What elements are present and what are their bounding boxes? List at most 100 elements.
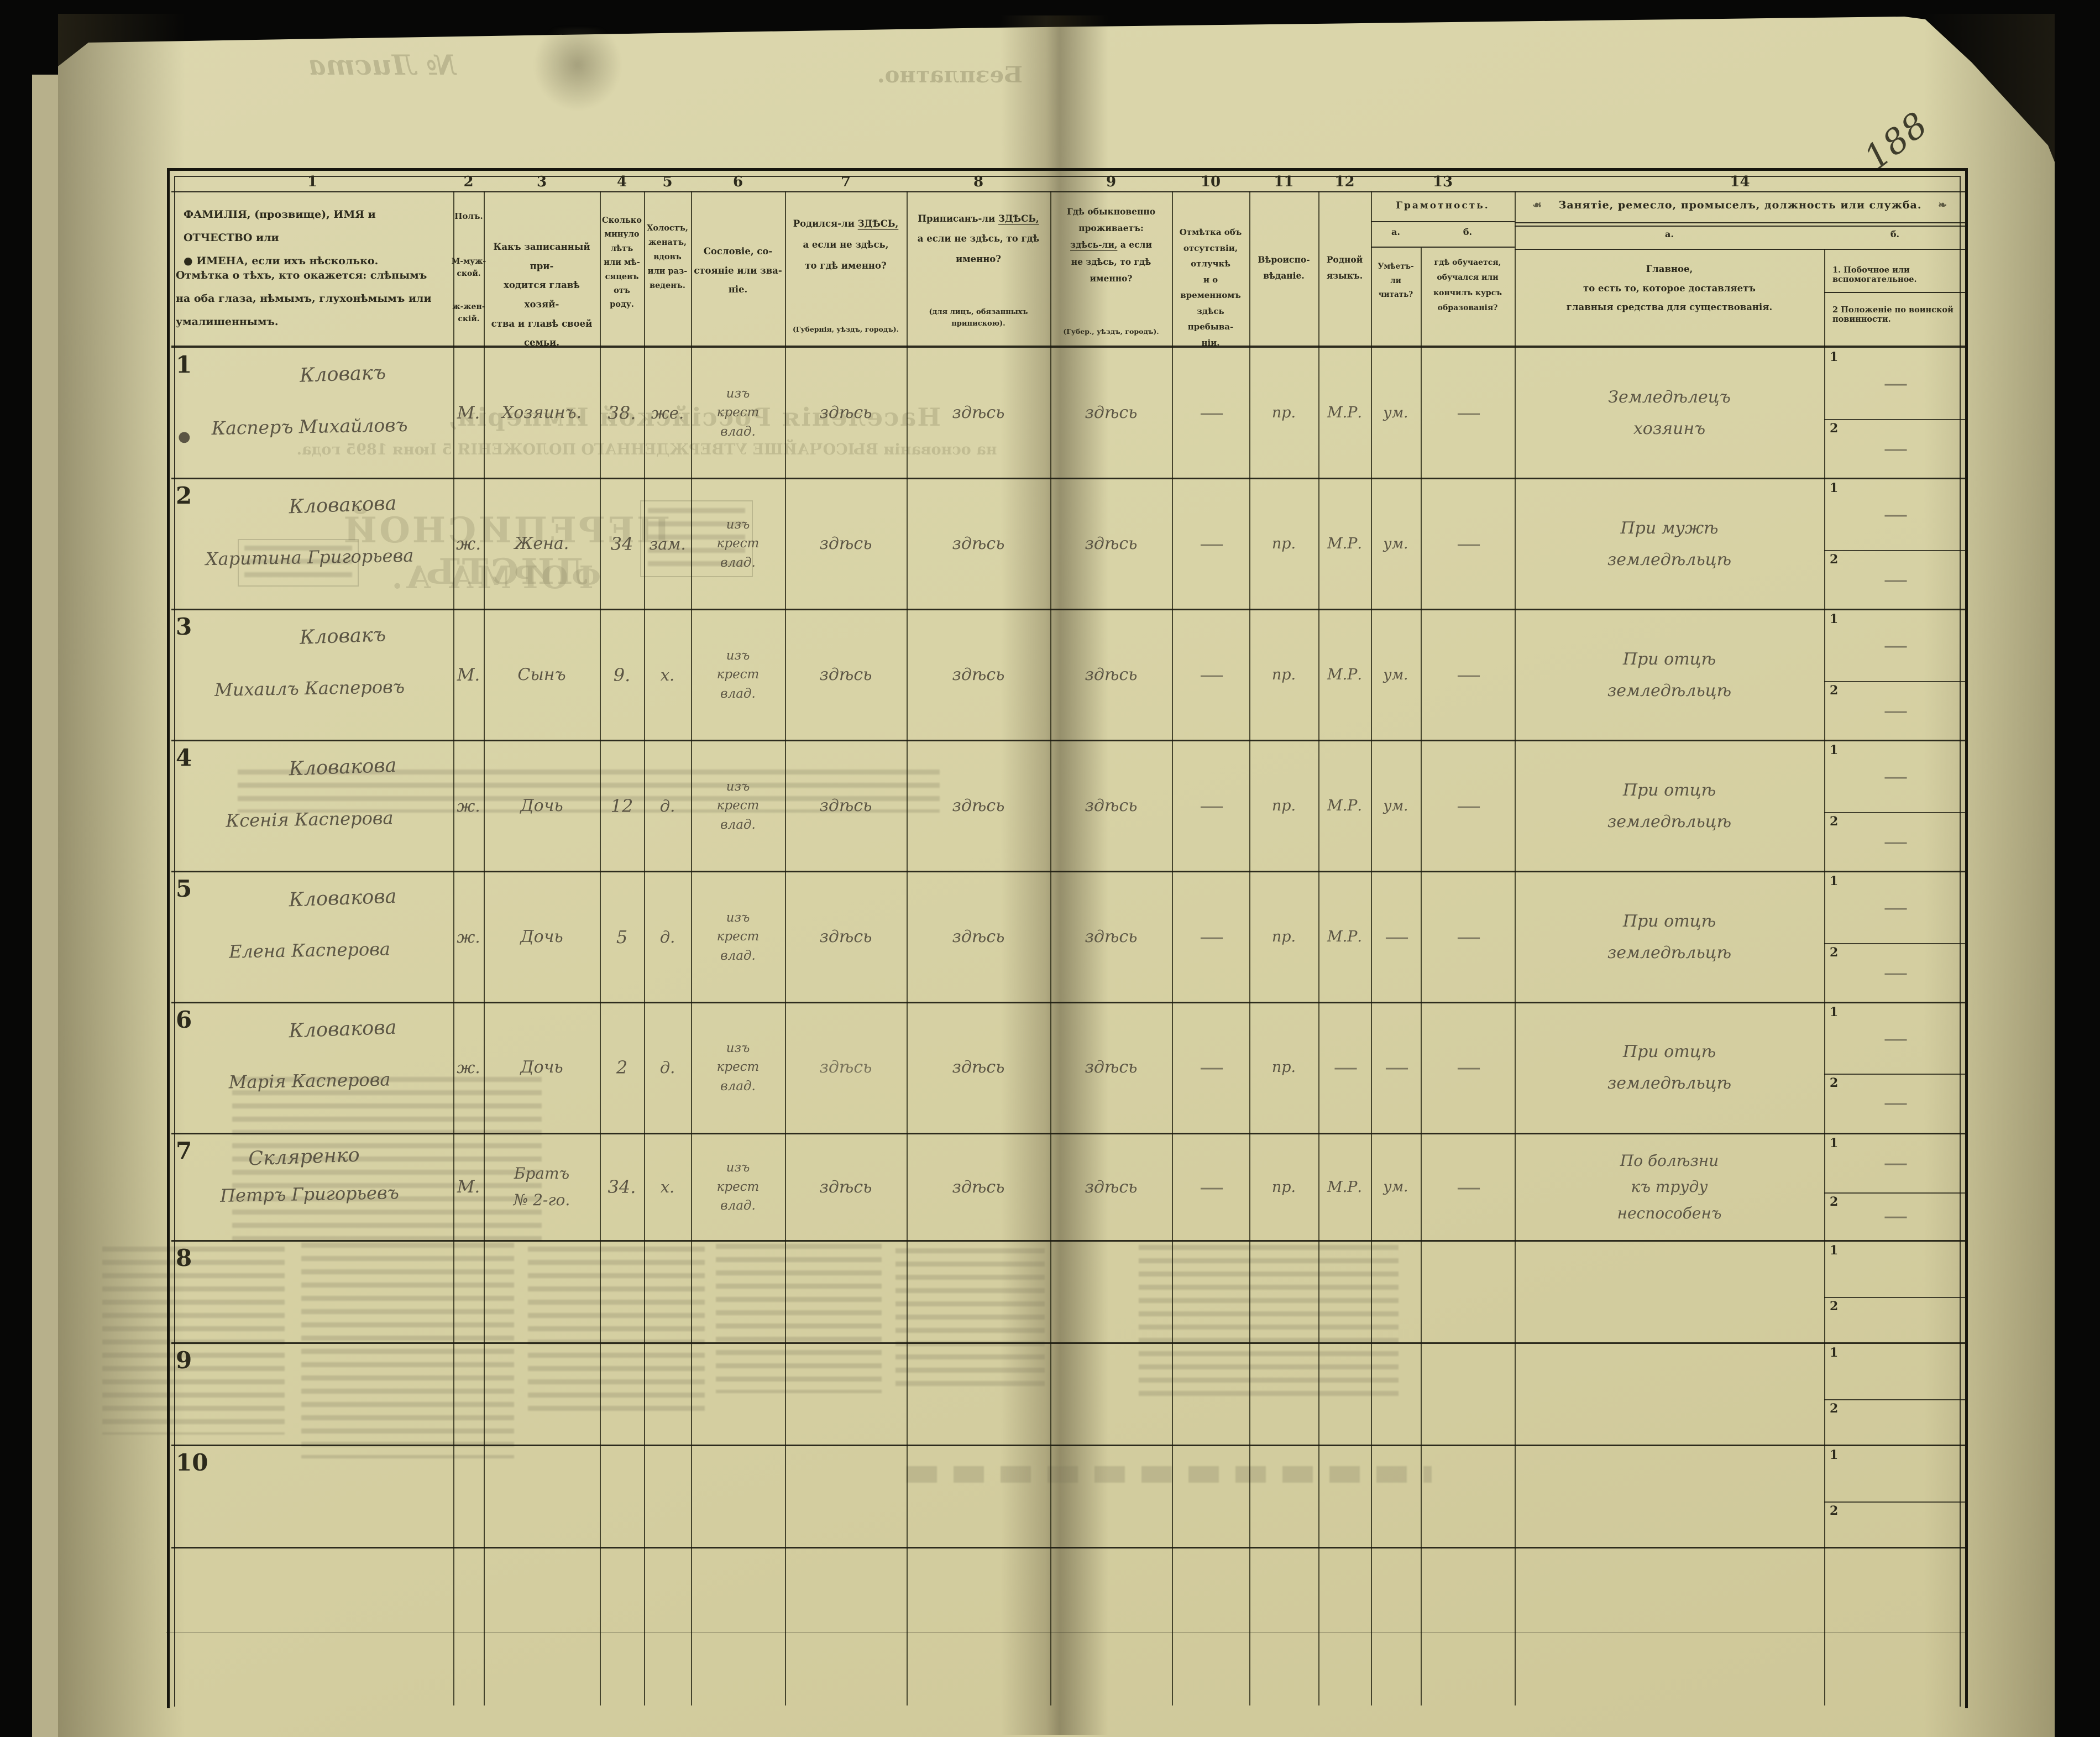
header-col1-note: Отмѣтка о тѣхъ, кто окажется: слѣпымъ на… [176,269,432,328]
entry-occupation: При отцѣ земледѣльцѣ [1607,780,1732,831]
header-col11: Вѣроиспо- вѣданіе. [1258,254,1310,281]
bleed-through-text [1139,1245,1399,1400]
entry-literacy: ум. [1383,666,1408,683]
sub-label-2: 2 [1830,1194,1839,1209]
sub-label-1: 1 [1830,481,1839,495]
entry-estate: изъ крест влад. [716,1160,760,1213]
header-col2-female: ж-жен- скій. [452,302,485,324]
entry-education: — [1457,792,1481,820]
sub-label-2: 2 [1830,1401,1839,1416]
col-number-3: 3 [536,174,547,190]
entry-relation: Дочь [520,927,563,946]
sub-label-1: 1 [1830,874,1839,888]
entry-military-status: 2— [1830,814,1908,856]
ornament-right-icon: ❧ [1938,199,1948,211]
col-number-4: 4 [616,174,627,190]
bleed-through-text [232,1077,542,1243]
entry-military-status: 2— [1830,1194,1908,1231]
row-number: 3 [176,613,192,640]
entry-occupation: При отцѣ земледѣльцѣ [1607,911,1732,962]
entry-age: 38. [608,402,636,423]
row-number: 5 [176,875,192,902]
col-number-1: 1 [307,174,318,190]
entry-age: 9. [613,664,631,686]
entry-resides: здѣсь [1085,534,1138,553]
entry-sex: ж. [457,1058,480,1077]
table-row: 9 1 2 [0,1343,2100,1445]
sub-label-2: 2 [1830,1076,1839,1091]
entry-marital: д. [659,796,675,815]
col-number-11: 11 [1274,174,1294,190]
entry-resides: здѣсь [1085,1058,1138,1077]
grid-line [171,871,1965,872]
entry-resides: здѣсь [1085,927,1138,946]
grid-line [600,191,601,1705]
entry-sex: М. [457,402,480,423]
col-number-13: 13 [1432,174,1453,190]
entry-absence: — [1200,1053,1224,1081]
grid-line [1824,1074,1965,1075]
header-col14a-label: а. [1665,229,1674,239]
sub-label-1: 1 [1830,1005,1839,1019]
entry-born: здѣсь [819,927,872,946]
grid-line [1371,247,1515,248]
grid-line [171,1547,1965,1548]
grid-line [1371,221,1515,222]
entry-estate: изъ крест влад. [716,517,760,570]
entry-marital: же. [651,403,684,422]
entry-registered: здѣсь [952,796,1005,815]
entry-literacy: — [1385,923,1409,951]
entry-sex: ж. [455,533,481,554]
entry-language: М.Р. [1327,797,1362,814]
entry-religion: пр. [1271,404,1296,421]
col-number-8: 8 [973,174,984,190]
header-col7-lead: Родился-ли [793,218,855,229]
entry-side-occupation: 1— [1830,743,1908,791]
table-outer-frame [167,168,1968,1708]
grid-line [785,191,786,1705]
entry-education: — [1457,923,1481,951]
table-row: 2 Кловакова Харитина Григорьева ж. Жена.… [0,479,2100,609]
entry-marital: х. [660,1178,675,1196]
bleed-through-rule [166,1632,1965,1633]
header-col9-lead: Гдѣ обыкновенно проживаетъ: [1066,206,1156,234]
col-number-12: 12 [1334,174,1355,190]
sub-label-2: 2 [1830,683,1839,698]
header-col8-rest: а если не здѣсь, то гдѣ именно? [917,233,1040,264]
header-col14b-label: б. [1890,229,1900,239]
entry-born: здѣсь [819,403,872,422]
grid-line [1824,1501,1965,1503]
grid-line [1172,191,1173,1705]
header-col9-rest: не здѣсь, то гдѣ именно? [1071,256,1151,284]
entry-military-status: 2— [1830,552,1908,594]
sub-label-2: 2 [1830,1503,1839,1518]
entry-military-status: 2— [1830,1076,1908,1117]
entry-estate: изъ крест влад. [716,910,760,963]
col-number-5: 5 [662,174,673,190]
bleed-through-text [102,1247,285,1435]
entry-sex: М. [457,1177,480,1197]
sub-label-2: 2 [1830,552,1839,567]
entry-occupation: По болѣзни къ труду неспособенъ [1617,1151,1722,1222]
entry-estate: изъ крест влад. [716,1040,760,1094]
table-row: 7 Скляренко Петръ Григорьевъ М. Братъ № … [0,1134,2100,1240]
header-col7-note: (Губернія, уѣздъ, городъ). [792,325,899,333]
grid-line [1824,419,1965,421]
entry-marital: зам. [649,534,686,553]
header-col2-title: Полъ. [454,211,483,221]
entry-relation: Жена. [514,534,569,553]
entry-born: здѣсь [819,1058,872,1077]
header-col8-here: ЗДѢСЬ, [998,213,1039,224]
header-col13b: гдѣ обучается, обучался или кончилъ курс… [1433,258,1502,312]
table-row: 8 1 2 [0,1241,2100,1342]
entry-literacy: ум. [1383,1179,1408,1195]
table-row: 4 Кловакова Ксенія Касперова ж. Дочь 12 … [0,741,2100,871]
header-col9-after: а если [1120,239,1152,250]
entry-estate: изъ крест влад. [716,648,760,701]
col-number-9: 9 [1106,174,1117,190]
entry-education: — [1457,1173,1481,1201]
sub-label-1: 1 [1830,612,1839,626]
entry-education: — [1457,399,1481,427]
entry-side-occupation: 1 [1824,1446,1965,1501]
entry-born: здѣсь [819,665,872,684]
